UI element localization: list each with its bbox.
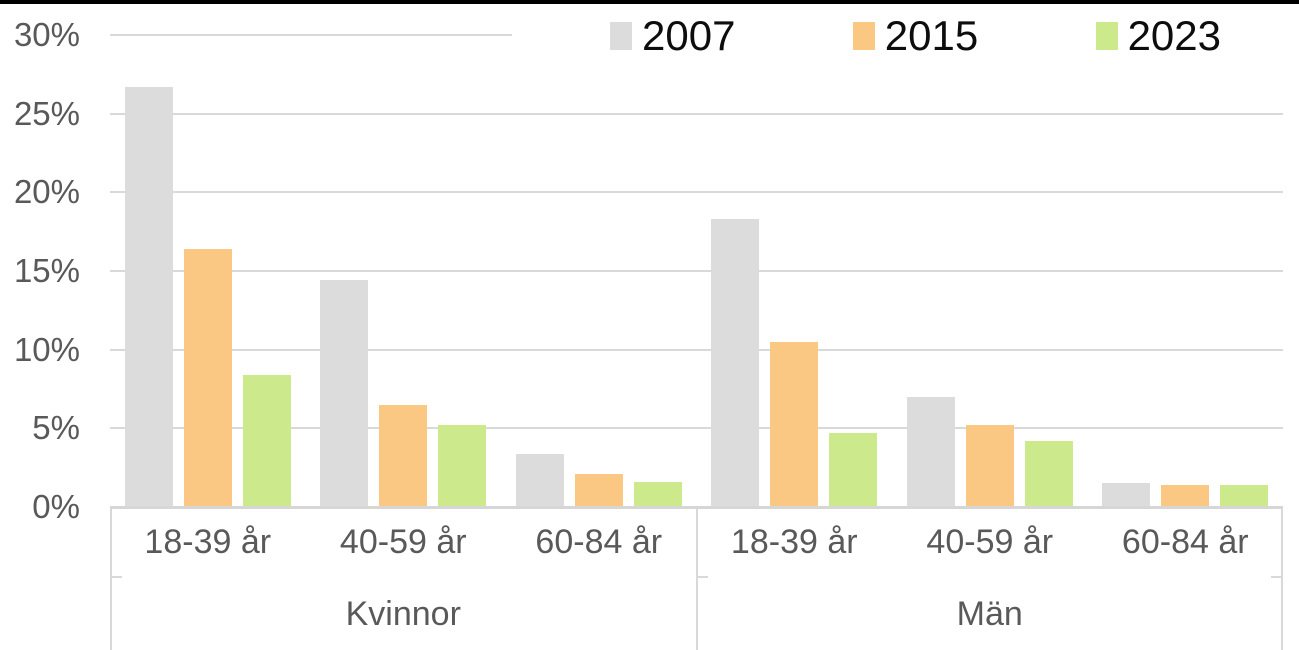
axis-baseline: [110, 506, 1283, 509]
x-axis: 18-39 år 40-59 år 60-84 år 18-39 år 40-59 år…: [110, 507, 1283, 650]
gender-label-row: Kvinnor Män: [110, 578, 1283, 650]
bar-2023-män-18-39-år: [829, 433, 878, 507]
x-label-män-18-39-år: 18-39 år: [730, 523, 858, 561]
x-label-män-60-84-år: 60-84 år: [1121, 523, 1249, 561]
gridline-25: [110, 112, 1283, 115]
panel-män: [697, 35, 1284, 507]
legend-label-2015: 2015: [884, 12, 979, 59]
bar-2007-män-18-39-år: [711, 219, 760, 507]
y-axis: 30% 25% 20% 15% 10% 5% 0%: [0, 0, 96, 650]
bar-2007-kvinnor-40-59-år: [320, 280, 369, 507]
axis-frame-left: [110, 507, 112, 650]
legend-label-2023: 2023: [1127, 12, 1221, 59]
x-label-kvinnor-60-84-år: 60-84 år: [535, 523, 663, 561]
age-label-row: 18-39 år 40-59 år 60-84 år 18-39 år 40-59 år…: [110, 507, 1283, 578]
bar-2007-män-40-59-år: [906, 396, 955, 507]
bar-group-män-40-59-år: [892, 35, 1088, 507]
panel-kvinnor: [110, 35, 697, 507]
legend-label-2007: 2007: [642, 12, 736, 59]
bar-group-kvinnor-60-84-år: [501, 35, 697, 507]
axis-row-tick-middle: [695, 576, 708, 578]
legend-swatch-2023: [1095, 22, 1118, 50]
y-tick-label-10: 10%: [13, 330, 80, 368]
y-tick-label-25: 25%: [13, 94, 80, 132]
x-group-label-män: Män: [956, 594, 1023, 633]
panels: [110, 35, 1283, 507]
axis-row-tick-left: [110, 576, 122, 578]
gridline-10: [110, 348, 1283, 351]
plot-area: [110, 34, 1283, 509]
gridline-5: [110, 427, 1283, 430]
legend-item-2007: 2007: [610, 15, 735, 57]
bar-group-män-60-84-år: [1088, 35, 1284, 507]
bar-2015-kvinnor-40-59-år: [379, 404, 428, 507]
bar-2023-kvinnor-60-84-år: [633, 481, 682, 507]
top-border: [0, 0, 1299, 4]
axis-frame-middle: [695, 507, 698, 650]
y-tick-label-5: 5%: [32, 409, 80, 447]
legend-item-2023: 2023: [1095, 12, 1221, 59]
y-tick-label-0: 0%: [32, 488, 80, 525]
x-label-kvinnor-40-59-år: 40-59 år: [339, 523, 467, 561]
bar-2023-kvinnor-18-39-år: [242, 374, 291, 507]
gridline-15: [110, 270, 1283, 272]
y-tick-label-15: 15%: [13, 252, 80, 289]
x-label-kvinnor-18-39-år: 18-39 år: [144, 523, 272, 561]
bar-2015-män-40-59-år: [965, 425, 1014, 507]
y-tick-label-20: 20%: [13, 173, 80, 211]
axis-row-tick-right: [1271, 576, 1283, 578]
bar-2015-kvinnor-60-84-år: [574, 473, 623, 507]
bar-2007-kvinnor-60-84-år: [515, 453, 564, 507]
bar-group-män-18-39-år: [697, 35, 893, 507]
x-label-män-40-59-år: 40-59 år: [926, 523, 1054, 561]
gridline-20: [110, 191, 1283, 194]
bar-2015-kvinnor-18-39-år: [183, 248, 232, 507]
bar-2007-kvinnor-18-39-år: [124, 86, 173, 507]
legend-swatch-2015: [852, 22, 875, 50]
bar-2023-män-40-59-år: [1024, 440, 1073, 507]
bar-2015-män-18-39-år: [770, 341, 819, 507]
bar-group-kvinnor-40-59-år: [306, 35, 502, 507]
legend: 2007 2015 2023: [512, 5, 1299, 67]
legend-item-2015: 2015: [852, 12, 979, 59]
bar-2007-män-60-84-år: [1102, 483, 1151, 507]
x-group-label-kvinnor: Kvinnor: [345, 594, 461, 633]
legend-swatch-2007: [610, 22, 632, 50]
axis-frame-right: [1281, 507, 1283, 650]
bar-group-kvinnor-18-39-år: [110, 35, 306, 507]
bar-2023-män-60-84-år: [1220, 484, 1269, 507]
bar-2015-män-60-84-år: [1161, 484, 1210, 507]
bar-2023-kvinnor-40-59-år: [438, 425, 487, 507]
y-tick-label-30: 30%: [13, 16, 80, 53]
